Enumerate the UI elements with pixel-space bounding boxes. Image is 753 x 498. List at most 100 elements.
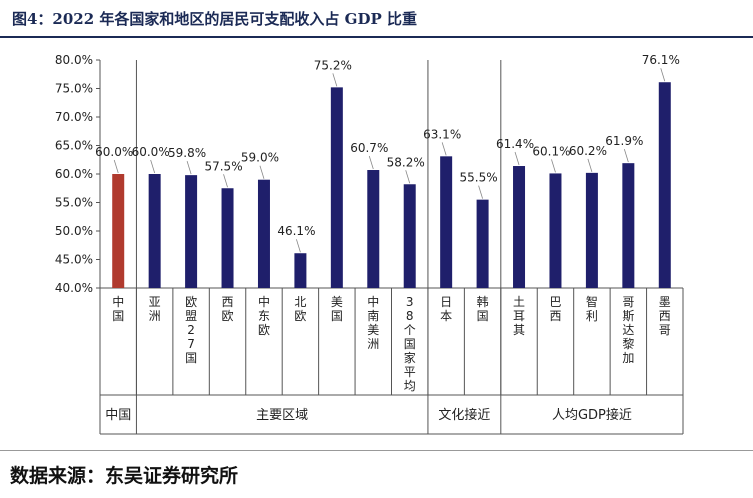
category-label-char: 东	[258, 309, 270, 323]
category-label-char: 墨	[659, 295, 671, 309]
data-label: 46.1%	[277, 224, 315, 238]
bar	[440, 156, 453, 288]
category-label-char: 加	[622, 351, 634, 365]
bar	[403, 184, 416, 288]
data-label: 60.2%	[569, 144, 607, 158]
data-label: 59.8%	[168, 146, 206, 160]
category-label: 哥斯达黎加	[622, 295, 634, 365]
bar	[148, 174, 161, 288]
category-label-char: 西	[549, 309, 561, 323]
data-label: 60.1%	[532, 144, 570, 158]
y-tick-label: 80.0%	[55, 53, 93, 67]
data-label-leader	[150, 159, 156, 174]
bar	[257, 179, 270, 288]
data-label-leader	[223, 174, 228, 188]
category-label-char: 国	[404, 337, 416, 351]
category-label-char: 8	[406, 309, 414, 323]
bar	[585, 172, 598, 288]
data-label: 60.0%	[95, 145, 133, 159]
data-label: 57.5%	[204, 159, 242, 173]
data-label: 76.1%	[642, 53, 680, 67]
category-label-char: 欧	[294, 309, 306, 323]
category-label-char: 国	[185, 351, 197, 365]
category-label-char: 个	[404, 323, 416, 337]
category-label: 中东欧	[258, 294, 270, 337]
footer-divider	[0, 450, 753, 451]
category-label-char: 巴	[549, 295, 561, 309]
category-label-char: 哥	[659, 323, 671, 337]
data-label-leader	[296, 239, 301, 253]
category-label: 美国	[331, 295, 343, 323]
data-label: 61.9%	[605, 134, 643, 148]
y-tick-label: 40.0%	[55, 281, 93, 295]
category-label-char: 欧	[222, 309, 234, 323]
category-label-char: 北	[294, 295, 306, 309]
y-tick-label: 70.0%	[55, 110, 93, 124]
data-label-leader	[405, 170, 411, 184]
category-label-char: 盟	[185, 309, 197, 323]
category-label: 亚洲	[149, 295, 161, 323]
category-label-char: 欧	[185, 295, 197, 309]
bar-chart: 40.0%45.0%50.0%55.0%60.0%65.0%70.0%75.0%…	[55, 53, 684, 435]
category-label-char: 中	[258, 294, 270, 309]
data-label-leader	[113, 159, 119, 174]
data-label-leader	[587, 158, 593, 172]
bar	[185, 175, 198, 288]
bar	[549, 173, 562, 288]
category-label: 巴西	[549, 295, 561, 323]
category-label-char: 南	[367, 308, 379, 323]
bar	[221, 188, 234, 288]
category-label: 北欧	[294, 295, 306, 323]
bar	[622, 163, 635, 288]
category-label-char: 3	[406, 295, 414, 309]
y-tick-label: 60.0%	[55, 167, 93, 181]
data-label: 59.0%	[241, 151, 279, 165]
data-label: 63.1%	[423, 127, 461, 141]
bar	[112, 174, 125, 288]
category-label: 西欧	[222, 295, 234, 323]
data-label-leader	[441, 142, 447, 156]
category-label-char: 智	[586, 294, 598, 309]
category-label-char: 哥	[622, 295, 634, 309]
data-label-leader	[332, 73, 338, 87]
data-label-leader	[551, 159, 556, 173]
category-label: 中国	[112, 294, 124, 323]
category-label: 3 8 个国家平均	[404, 295, 416, 393]
category-label-char: 美	[331, 295, 343, 309]
data-label-leader	[660, 68, 666, 82]
y-tick-label: 50.0%	[55, 224, 93, 238]
category-label-char: 利	[586, 309, 598, 323]
category-label-char: 其	[513, 323, 525, 337]
group-label: 中国	[105, 408, 131, 423]
data-label: 61.4%	[496, 137, 534, 151]
category-label-char: 7	[187, 337, 195, 351]
category-label: 韩国	[477, 294, 489, 323]
category-label-char: 中	[112, 294, 124, 309]
data-label: 75.2%	[314, 58, 352, 72]
group-label: 文化接近	[438, 407, 490, 423]
page-title: 图4：2022 年各国家和地区的居民可支配收入占 GDP 比重	[12, 10, 417, 28]
data-label-leader	[368, 155, 374, 170]
data-label-leader	[186, 161, 192, 175]
category-label-char: 美	[367, 323, 379, 337]
category-label-char: 西	[222, 295, 234, 309]
category-label-char: 耳	[513, 309, 525, 323]
bar	[294, 253, 307, 288]
group-label: 主要区域	[256, 408, 308, 423]
y-tick-label: 55.0%	[55, 196, 93, 210]
category-label-char: 中	[367, 294, 379, 309]
category-label-char: 达	[622, 323, 634, 337]
category-label-char: 日	[440, 295, 452, 309]
group-label: 人均GDP接近	[552, 407, 632, 423]
category-label-char: 国	[112, 309, 124, 323]
category-label: 墨西哥	[659, 295, 671, 337]
data-label: 60.0%	[132, 145, 170, 159]
category-label-char: 家	[404, 350, 416, 365]
data-label-leader	[623, 149, 629, 163]
category-label-char: 黎	[622, 337, 634, 351]
category-label-char: 平	[404, 365, 416, 379]
title-divider	[0, 36, 753, 38]
category-label: 中南美洲	[367, 294, 379, 351]
data-label-leader	[478, 185, 483, 199]
data-label: 55.5%	[460, 171, 498, 185]
